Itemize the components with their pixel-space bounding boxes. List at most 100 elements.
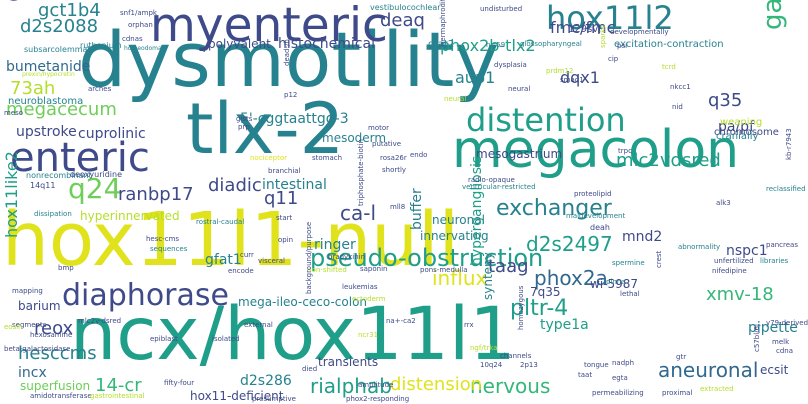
word-cloud-word: ganglia <box>758 0 788 30</box>
word-cloud-word: pseudo-obstruction <box>310 244 544 272</box>
word-cloud-word: spermine <box>612 259 645 267</box>
word-cloud-word: upstroke <box>16 124 77 140</box>
word-cloud-word: aneuronal <box>658 358 759 382</box>
word-cloud-word: segments <box>12 321 47 329</box>
word-cloud-word: diadic <box>208 175 262 196</box>
word-cloud-word: 7q35 <box>530 285 561 299</box>
word-cloud-word: deoxyuridine <box>70 170 122 179</box>
word-cloud-word: wi-5987 <box>590 277 639 291</box>
word-cloud-word: d2s286 <box>240 373 292 389</box>
word-cloud-word: ca-l <box>340 201 377 225</box>
word-cloud-word: extracted <box>700 385 734 393</box>
word-cloud-word: intestinal <box>262 177 327 193</box>
word-cloud-word: amidotransferase <box>30 392 92 400</box>
word-cloud-word: glossopharyngeal <box>520 40 582 48</box>
word-cloud-word: ecsit <box>760 363 789 377</box>
word-cloud-word: xmv-18 <box>706 284 774 305</box>
word-cloud-word: 10q24 <box>480 361 503 369</box>
word-cloud-word: 5'-cggtaattgg-3 <box>240 111 349 127</box>
word-cloud-word: endo <box>410 151 428 159</box>
word-cloud-word: nkcc1 <box>670 83 691 91</box>
word-cloud-word: shortly <box>382 166 407 174</box>
word-cloud-word: pinna <box>606 278 626 286</box>
word-cloud-word: isolated <box>212 335 240 343</box>
word-cloud-word: mnd2 <box>622 229 663 245</box>
word-cloud-word: ruthenium <box>80 41 122 50</box>
word-cloud-word: tlx-2 <box>186 88 345 170</box>
word-cloud-word: proximal <box>662 389 693 397</box>
word-cloud-word: snf1/ampk <box>120 9 157 17</box>
word-cloud-word: encode <box>228 267 254 275</box>
word-cloud-word: reclassified <box>766 185 806 193</box>
word-cloud-word: phox2-responding <box>346 395 410 403</box>
word-cloud-word: d2s2088 <box>20 16 99 37</box>
word-cloud-word: q24 <box>68 172 122 205</box>
word-cloud-word: na+-ca2 <box>386 317 416 325</box>
word-cloud-word: sparks <box>599 25 607 48</box>
word-cloud-word: weaning <box>720 117 763 128</box>
word-cloud-word: vestibulocochlear <box>370 3 441 12</box>
word-cloud-word: nifedipine <box>712 267 747 275</box>
word-cloud-word: chromosome <box>714 127 779 138</box>
word-cloud-word: gastrointestinal <box>90 392 145 400</box>
word-cloud-word: enteric <box>10 135 150 181</box>
word-cloud-word: d2s2497 <box>526 232 613 256</box>
word-cloud-word: opin <box>278 236 294 244</box>
word-cloud-word: dysplasia <box>494 61 527 69</box>
word-cloud-word: prp <box>238 123 250 131</box>
word-cloud-word: hesc-cms <box>146 235 180 243</box>
word-cloud-word: 14q11 <box>30 181 56 190</box>
word-cloud-word: bumetanide <box>6 59 91 75</box>
word-cloud-word: deaq <box>380 10 425 31</box>
word-cloud-word: melk <box>772 338 790 346</box>
word-cloud-word: ncr31 <box>358 331 379 339</box>
word-cloud-word: exchanger <box>496 196 612 221</box>
word-cloud-word: rialphab <box>310 374 392 398</box>
word-cloud-word: cip <box>608 55 619 63</box>
word-cloud-word: sequences <box>150 245 188 253</box>
word-cloud-word: neuroblastoma <box>8 96 84 107</box>
word-cloud-word: undisturbed <box>480 5 523 13</box>
word-cloud-word: influx <box>432 266 488 290</box>
word-cloud-word: libraries <box>760 257 789 265</box>
word-cloud-word: q35 <box>708 90 743 111</box>
word-cloud-word: eosin <box>4 323 23 331</box>
word-cloud-word: polyvalent <box>208 37 271 51</box>
word-cloud-word: mlc2vdsred <box>616 150 721 171</box>
word-cloud-word: rrx <box>464 321 474 329</box>
word-cloud-word: mesoderm <box>322 131 387 145</box>
word-cloud-word: proteolipid <box>574 190 612 198</box>
word-cloud-word: subsarcolemmal <box>24 45 90 54</box>
word-cloud-word: son-shifted <box>308 266 347 274</box>
word-cloud-word: ranbp17 <box>118 184 194 205</box>
word-cloud-word: start <box>276 214 293 222</box>
word-cloud-word: dysmotility <box>78 15 500 104</box>
word-cloud-word: dqx1 <box>560 68 600 87</box>
word-cloud-word: channels <box>500 352 532 360</box>
word-cloud-word: gfat2 <box>428 39 455 50</box>
word-cloud-word: curr <box>240 251 254 259</box>
word-cloud-word: meso <box>4 109 24 117</box>
word-cloud-word: q11 <box>264 188 299 209</box>
word-cloud-word: permeabilizing <box>592 389 644 397</box>
word-cloud-word: 129svj <box>568 24 601 35</box>
word-cloud-word: hesccms <box>18 343 97 364</box>
word-cloud-word: crest <box>655 250 663 268</box>
word-cloud-word: 73ah <box>10 78 56 99</box>
word-cloud-word: visceral <box>258 257 286 265</box>
word-cloud-word: pancreas <box>766 241 798 249</box>
word-cloud-word: motor <box>368 124 390 132</box>
word-cloud-word: prexin/hypocretin <box>22 71 75 78</box>
word-cloud-word: abnormality <box>678 243 721 251</box>
word-cloud-word: distention <box>466 101 626 139</box>
word-cloud-word: amplitude <box>358 381 394 389</box>
word-cloud-word: radio-opaque <box>468 176 515 184</box>
word-cloud-word: taag <box>488 256 529 277</box>
word-cloud-word: smad1 <box>560 76 584 84</box>
word-cloud-word: type1a <box>540 317 589 333</box>
word-cloud-word: rosa26r <box>380 154 407 162</box>
word-cloud-word: ngf/trka <box>470 344 498 352</box>
word-cloud-word: superfusion <box>20 379 91 393</box>
word-cloud-word: cdna <box>776 347 794 355</box>
